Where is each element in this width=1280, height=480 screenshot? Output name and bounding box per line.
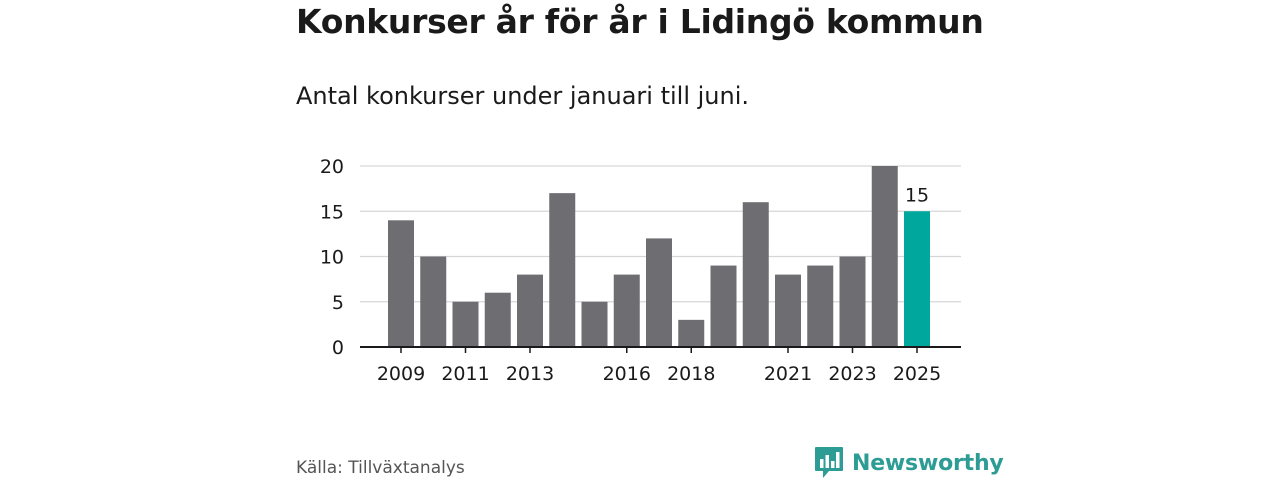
newsworthy-logo-text: Newsworthy — [852, 450, 1004, 476]
y-tick-label: 5 — [332, 292, 344, 314]
bar — [388, 220, 414, 347]
bar — [775, 274, 801, 347]
bar — [549, 193, 576, 347]
bar — [613, 274, 640, 347]
x-tick-label: 2023 — [828, 363, 876, 385]
bar — [646, 238, 672, 347]
x-tick-label: 2011 — [441, 363, 489, 385]
bar — [452, 301, 479, 347]
newsworthy-logo: Newsworthy — [814, 446, 1004, 480]
bar — [678, 319, 705, 347]
chart-subtitle: Antal konkurser under januari till juni. — [296, 82, 749, 110]
x-tick-label: 2016 — [603, 363, 651, 385]
bar — [871, 166, 898, 347]
y-tick-label: 15 — [320, 201, 344, 223]
x-tick-label: 2013 — [506, 363, 554, 385]
x-tick-label: 2025 — [893, 363, 941, 385]
y-tick-label: 0 — [332, 337, 344, 359]
x-tick-label: 2021 — [764, 363, 812, 385]
source-note: Källa: Tillväxtanalys — [296, 458, 465, 478]
bar — [517, 274, 543, 347]
data-label: 15 — [905, 184, 929, 206]
chart-title: Konkurser år för år i Lidingö kommun — [296, 2, 984, 41]
bar — [581, 301, 608, 347]
bar — [904, 211, 930, 347]
bar — [807, 265, 834, 347]
bar — [742, 202, 769, 347]
y-tick-label: 20 — [320, 156, 344, 178]
bar — [420, 256, 447, 347]
y-tick-label: 10 — [320, 247, 344, 269]
bar — [484, 292, 511, 347]
x-tick-label: 2018 — [667, 363, 715, 385]
bar — [710, 265, 737, 347]
newsworthy-logo-icon — [815, 447, 843, 478]
x-tick-label: 2009 — [377, 363, 425, 385]
bar — [839, 256, 866, 347]
